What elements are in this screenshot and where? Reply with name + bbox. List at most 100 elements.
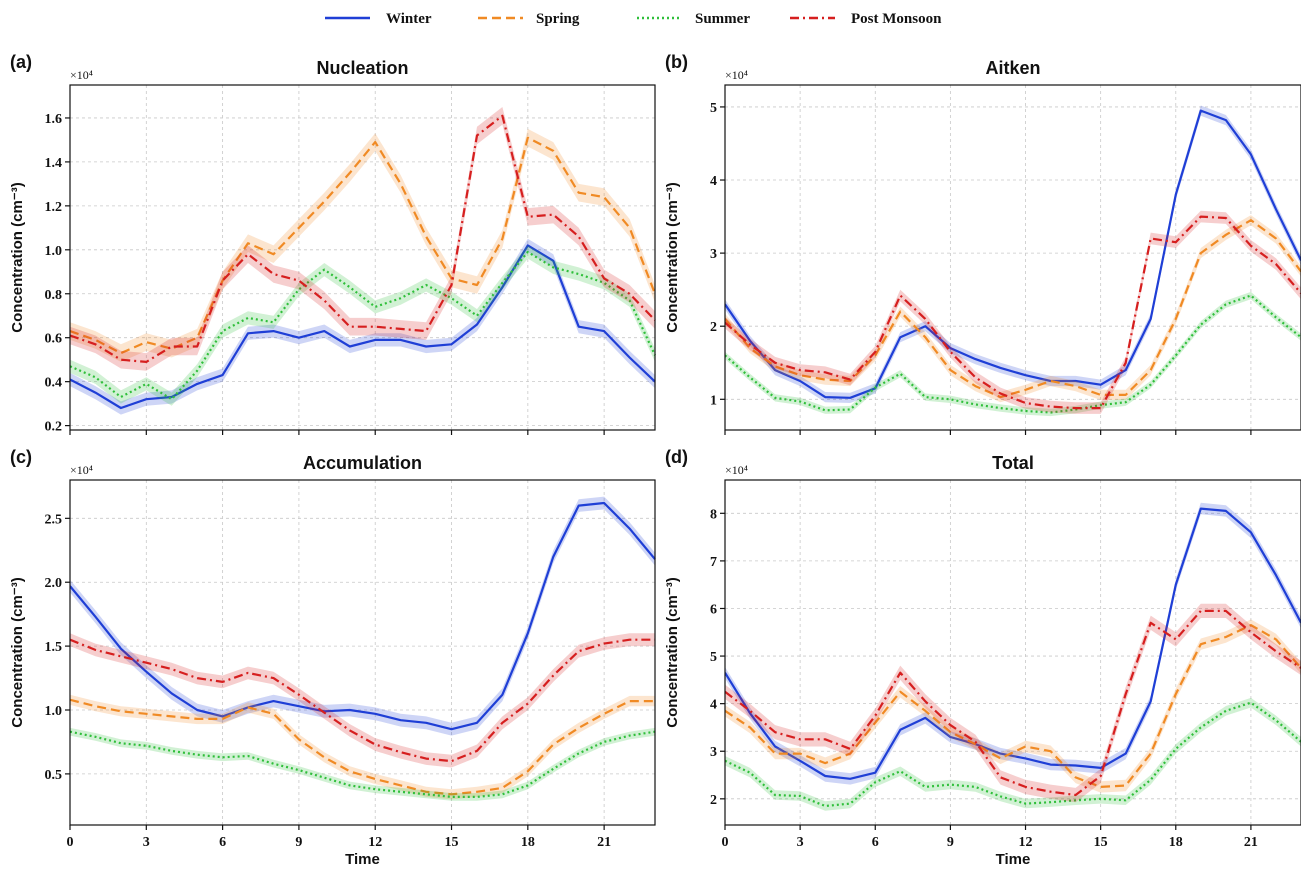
x-tick-label: 3 [143,835,150,850]
x-tick-label: 18 [1169,835,1183,850]
panel-nucleation: 0.2 0.4 0.6 0.8 1.0 1.2 1.4 1.6 Nucleation (a) ×10… [9,52,657,435]
band-post-monsoon [725,210,1301,414]
x-tick-label: 12 [368,835,382,850]
y-tick-label: 1.6 [45,112,63,127]
x-axis-label: Time [996,851,1031,868]
y-tick-label: 0.5 [45,768,63,783]
line-spring [70,136,657,355]
panels: 0.2 0.4 0.6 0.8 1.0 1.2 1.4 1.6 Nucleation (a) ×10… [9,52,1301,868]
plot-frame [69,479,656,826]
x-tick-label: 12 [1019,835,1033,850]
x-tick-label: 18 [521,835,535,850]
line-spring [725,623,1301,789]
chart-title: Aitken [985,58,1040,78]
plot-frame [69,84,656,431]
legend-label-post-monsoon: Post Monsoon [851,11,942,27]
y-axis-label: Concentration (cm⁻³) [664,182,681,332]
y-tick-label: 4 [710,174,717,189]
band-winter [70,496,655,736]
legend-label-winter: Winter [386,11,432,27]
y-tick-label: 2.0 [45,576,63,591]
panel-label: (d) [665,447,688,467]
y-tick-label: 2 [710,793,717,808]
y-axis-label: Concentration (cm⁻³) [9,577,26,727]
band-spring [70,694,655,800]
line-post-monsoon [725,609,1301,797]
y-axis-label: Concentration (cm⁻³) [9,182,26,332]
x-tick-label: 15 [445,835,459,850]
x-tick-label: 6 [219,835,226,850]
series-group [70,107,657,415]
y-tick-label: 8 [710,507,717,522]
line-summer [70,250,656,401]
y-tick-label: 1.0 [45,704,63,719]
plot-frame [724,479,1301,826]
y-tick-label: 0.4 [45,376,63,391]
x-tick-label: 9 [295,835,302,850]
line-winter [725,109,1301,399]
y-tick-label: 2.5 [45,512,63,527]
line-winter [70,244,656,410]
x-tick-label: 9 [947,835,954,850]
y-tick-label: 1.4 [45,156,63,171]
y-tick-label: 1 [710,393,717,408]
y-multiplier: ×10⁴ [725,68,748,82]
chart-title: Accumulation [303,453,422,473]
x-tick-label: 21 [597,835,611,850]
series-group [725,502,1301,811]
y-tick-label: 4 [710,698,717,713]
line-winter [725,507,1301,780]
panel-label: (c) [10,447,32,467]
band-post-monsoon [725,603,1301,803]
x-tick-label: 15 [1094,835,1108,850]
band-post-monsoon [70,107,655,371]
y-tick-label: 0.6 [45,332,63,347]
band-spring [725,619,1301,793]
y-tick-label: 5 [710,650,717,665]
x-tick-label: 0 [67,835,74,850]
y-tick-label: 1.2 [45,200,63,215]
line-spring [70,698,655,796]
chart-title: Nucleation [316,58,408,78]
panel-aitken: 1 2 3 4 5 Aitken (b) ×10⁴ Concentration (cm⁻³) [664,52,1301,435]
y-tick-label: 0.8 [45,288,63,303]
gridlines [70,480,655,825]
band-summer [70,245,655,406]
y-tick-label: 5 [710,101,717,116]
line-summer [725,701,1301,808]
legend-label-spring: Spring [536,11,580,27]
y-tick-label: 2 [710,320,717,335]
band-summer [725,697,1301,811]
x-tick-label: 3 [797,835,804,850]
x-tick-label: 21 [1244,835,1258,850]
line-post-monsoon [70,638,655,763]
series-group [70,496,656,801]
band-spring [70,128,655,362]
chart-title: Total [992,453,1034,473]
y-multiplier: ×10⁴ [70,68,93,82]
y-multiplier: ×10⁴ [70,463,93,477]
band-winter [725,502,1301,785]
y-tick-label: 0.2 [45,420,63,435]
x-axis-label: Time [345,851,380,868]
y-tick-label: 3 [710,247,717,262]
x-tick-label: 0 [722,835,729,850]
line-spring [725,219,1301,399]
y-tick-label: 6 [710,602,717,617]
y-tick-label: 3 [710,745,717,760]
line-winter [70,501,656,731]
panel-accumulation: 0 3 6 9 12 15 18 21 0.5 1.0 1.5 2.0 2.5 Accumulation (… [9,447,656,868]
panel-label: (a) [10,52,32,72]
y-tick-label: 1.5 [45,640,63,655]
panel-label: (b) [665,52,688,72]
legend-label-summer: Summer [695,11,750,27]
panel-total: 0 3 6 9 12 15 18 21 2 3 4 5 6 7 8 Total (d) ×10⁴ Concentra… [664,447,1301,868]
band-winter [725,105,1301,403]
y-tick-label: 7 [710,555,717,570]
y-multiplier: ×10⁴ [725,463,748,477]
gridlines [70,85,655,430]
y-tick-label: 1.0 [45,244,63,259]
plot-frame [724,84,1301,431]
legend: Winter Spring Summer Post Monsoon [325,11,942,27]
gridlines [725,480,1301,825]
